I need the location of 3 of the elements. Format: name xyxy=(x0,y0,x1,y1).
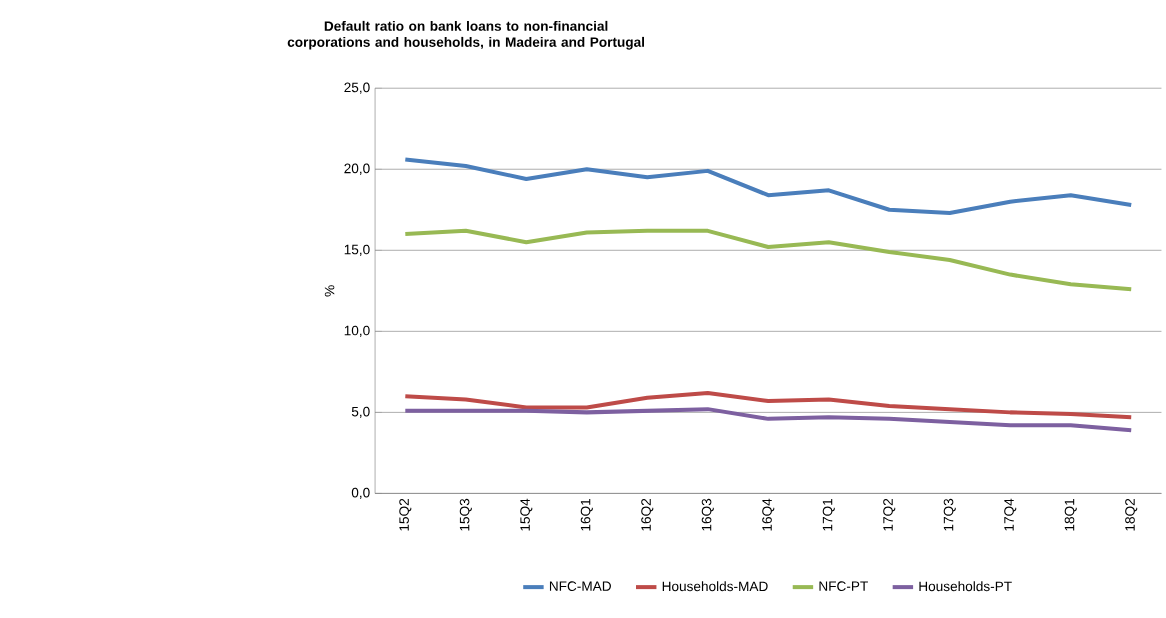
line-series xyxy=(403,157,1134,215)
line-series xyxy=(403,390,1134,420)
line-series xyxy=(403,228,1134,292)
